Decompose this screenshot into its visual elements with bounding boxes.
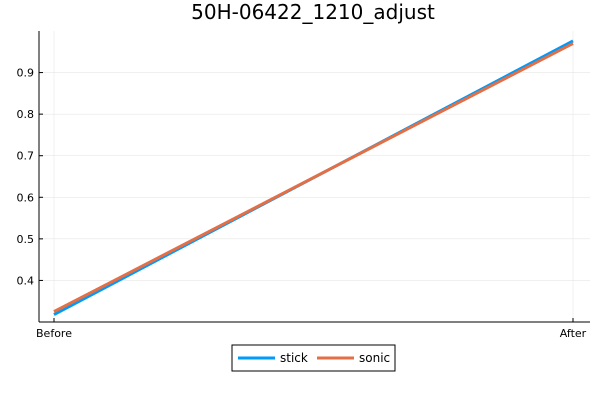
y-tick-label: 0.6 [17,191,35,204]
y-tick-label: 0.8 [17,108,35,121]
legend-label-sonic: sonic [359,351,390,365]
x-tick-label: Before [36,327,72,340]
axes [38,31,590,323]
y-tick-label: 0.4 [17,274,35,287]
series-lines [53,39,574,316]
y-tick-label: 0.7 [17,150,35,163]
x-tick-label: After [560,327,587,340]
tick-labels: 0.4 0.5 0.6 0.7 0.8 0.9 Before After [17,67,587,340]
grid [39,31,590,322]
y-tick-label: 0.9 [17,67,35,80]
y-tick-label: 0.5 [17,233,35,246]
legend: stick sonic [231,344,396,372]
chart-title: 50H-06422_1210_adjust [191,0,435,24]
series-line-sonic [53,42,574,313]
legend-label-stick: stick [280,351,308,365]
